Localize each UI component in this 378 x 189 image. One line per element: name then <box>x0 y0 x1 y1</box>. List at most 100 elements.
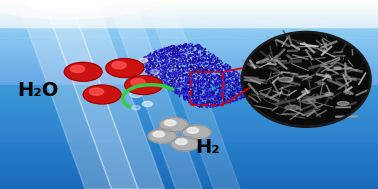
Point <box>176 81 182 84</box>
Point <box>167 84 173 87</box>
Point <box>156 64 162 67</box>
Point <box>162 80 168 83</box>
Point <box>198 67 204 70</box>
Point <box>200 64 206 67</box>
Point <box>170 60 176 63</box>
Point <box>191 59 197 62</box>
Point <box>150 55 156 58</box>
Point <box>151 53 157 56</box>
Point <box>225 93 231 96</box>
Point <box>178 91 184 94</box>
Circle shape <box>140 59 147 62</box>
Point <box>214 67 220 70</box>
Point <box>137 66 143 69</box>
Point <box>206 64 212 67</box>
Point <box>240 83 246 86</box>
Point <box>187 94 193 97</box>
Point <box>179 88 185 91</box>
Point <box>172 74 178 77</box>
Point <box>166 48 172 51</box>
Point <box>191 85 197 88</box>
Point <box>192 101 198 104</box>
Point <box>232 79 239 82</box>
Point <box>248 90 254 93</box>
Point <box>173 73 179 76</box>
Point <box>201 100 208 103</box>
Point <box>196 98 202 101</box>
Point <box>187 80 193 83</box>
Point <box>241 86 247 89</box>
Point <box>223 100 229 103</box>
Point <box>182 97 188 100</box>
Point <box>210 75 216 78</box>
Ellipse shape <box>337 101 349 105</box>
Point <box>161 51 167 54</box>
Point <box>214 87 220 90</box>
Point <box>239 77 245 80</box>
Point <box>195 78 201 81</box>
Point <box>160 75 166 78</box>
Point <box>234 96 240 99</box>
Point <box>171 53 177 56</box>
Point <box>201 81 207 84</box>
Point <box>206 62 212 65</box>
Point <box>239 87 245 90</box>
Point <box>202 66 208 69</box>
Point <box>194 49 200 52</box>
Point <box>201 54 207 57</box>
Point <box>215 77 221 80</box>
Point <box>200 74 206 77</box>
Point <box>183 43 189 46</box>
Point <box>245 92 251 95</box>
Point <box>209 101 215 104</box>
Point <box>212 67 218 70</box>
Point <box>180 60 186 63</box>
Point <box>206 76 212 79</box>
Point <box>141 68 147 71</box>
Point <box>213 61 219 64</box>
Point <box>206 104 212 107</box>
Point <box>161 52 167 55</box>
Point <box>175 60 181 63</box>
Point <box>185 77 191 80</box>
Point <box>211 76 217 79</box>
Point <box>175 55 181 58</box>
Point <box>180 44 186 47</box>
Point <box>163 55 169 58</box>
Point <box>210 63 216 66</box>
Point <box>242 78 248 81</box>
Point <box>195 46 201 49</box>
Point <box>153 51 159 54</box>
Point <box>207 79 213 82</box>
Point <box>183 97 189 100</box>
Point <box>150 73 156 76</box>
Point <box>241 95 247 98</box>
Point <box>180 74 186 77</box>
Ellipse shape <box>279 77 293 82</box>
Point <box>191 98 197 101</box>
Point <box>173 73 179 76</box>
Point <box>148 70 154 73</box>
Point <box>152 76 158 79</box>
Point <box>196 76 202 79</box>
Ellipse shape <box>302 99 316 103</box>
Point <box>250 86 256 89</box>
Point <box>192 62 198 65</box>
Point <box>173 86 179 89</box>
Point <box>196 76 202 79</box>
Point <box>226 72 232 75</box>
Point <box>190 78 196 81</box>
Point <box>209 55 215 58</box>
Point <box>203 91 209 94</box>
Point <box>224 87 230 90</box>
Point <box>158 81 164 84</box>
Point <box>192 70 198 73</box>
Point <box>195 47 201 50</box>
Point <box>233 81 239 84</box>
Point <box>235 93 242 96</box>
Point <box>143 58 149 61</box>
Point <box>148 61 154 64</box>
Point <box>208 58 214 61</box>
Point <box>188 47 194 50</box>
Point <box>211 54 217 57</box>
